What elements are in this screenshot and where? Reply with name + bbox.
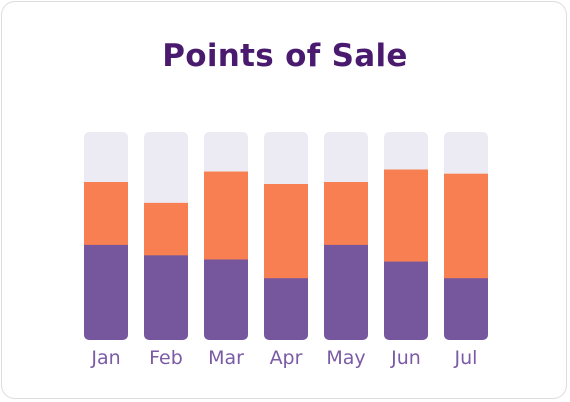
bars-group [84,132,488,340]
x-tick-label-jul: Jul [454,347,478,369]
bar-jul-bottom-segment [444,277,488,340]
bar-mar-top-segment [204,132,248,172]
bar-apr-bottom-segment [264,277,308,340]
bar-jul-top-segment [444,132,488,174]
x-axis-ticks: Jan Feb Mar Apr May Jun Jul [90,347,477,369]
x-tick-label-apr: Apr [270,347,303,369]
bar-feb-middle-segment [144,202,188,256]
x-tick-label-feb: Feb [149,347,183,369]
bar-may [324,132,368,340]
x-tick-label-jun: Jun [390,347,421,369]
bar-jan-top-segment [84,132,128,182]
bar-jun-bottom-segment [384,260,428,340]
bar-jun [384,132,428,340]
bar-feb-bottom-segment [144,254,188,340]
bar-apr-middle-segment [264,184,308,279]
x-tick-label-may: May [326,347,365,369]
chart-title: Points of Sale [162,38,408,74]
bar-mar-bottom-segment [204,258,248,340]
x-tick-label-mar: Mar [208,347,244,369]
bar-apr [264,132,308,340]
bar-feb-top-segment [144,132,188,203]
bar-apr-top-segment [264,132,308,184]
bar-jan [84,132,128,340]
bar-jan-middle-segment [84,181,128,245]
bar-may-top-segment [324,132,368,182]
bar-jan-bottom-segment [84,244,128,340]
bar-feb [144,132,188,340]
bar-jun-top-segment [384,132,428,170]
bar-may-middle-segment [324,181,368,245]
bar-may-bottom-segment [324,244,368,340]
bar-mar [204,132,248,340]
bar-jun-middle-segment [384,169,428,262]
x-tick-label-jan: Jan [90,347,120,369]
bar-jul-middle-segment [444,173,488,279]
bar-mar-middle-segment [204,171,248,260]
bar-jul [444,132,488,340]
